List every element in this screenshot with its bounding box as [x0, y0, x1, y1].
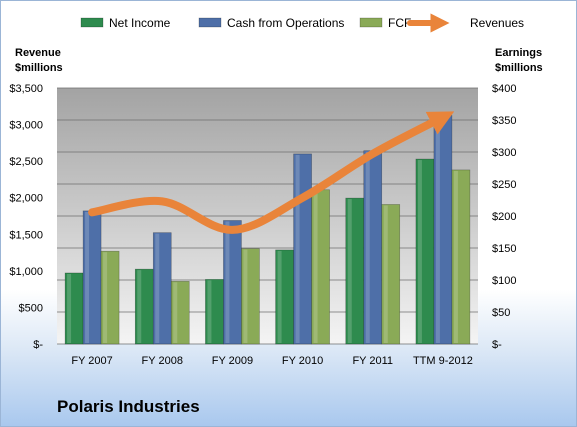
category-label: FY 2008	[142, 355, 183, 367]
left-tick-label: $2,000	[9, 193, 43, 205]
left-axis-ticks: $- $500 $1,000 $1,500 $2,000 $2,500 $3,000 $3,5…	[9, 83, 43, 351]
bar-highlight	[313, 190, 318, 343]
right-tick-label: $200	[492, 211, 516, 223]
right-axis-title: Earnings $millions	[495, 47, 545, 74]
bar-fcf	[100, 250, 120, 345]
legend-label-net-income: Net Income	[109, 16, 171, 30]
bar-highlight	[155, 233, 160, 343]
bar-highlight	[85, 211, 90, 343]
legend-swatch-net-income	[80, 17, 104, 28]
bar-highlight	[383, 205, 388, 343]
right-tick-label: $150	[492, 243, 516, 255]
left-tick-label: $500	[19, 302, 43, 314]
right-axis-ticks: $- $50 $100 $150 $200 $250 $300 $350 $400	[492, 83, 516, 351]
left-axis-title-line-2: $millions	[15, 62, 63, 74]
left-tick-label: $2,500	[9, 156, 43, 168]
legend-swatch-fcf	[359, 17, 383, 28]
bar-fcf	[170, 280, 190, 345]
right-tick-label: $50	[492, 307, 510, 319]
legend-label-cash-from-operations: Cash from Operations	[227, 16, 344, 30]
bar-highlight	[207, 280, 212, 343]
right-tick-label: $250	[492, 179, 516, 191]
right-tick-label: $100	[492, 275, 516, 287]
bar-highlight	[243, 249, 248, 343]
legend-swatch-cash-from-operations	[198, 17, 222, 28]
left-axis-title-line-1: Revenue	[15, 47, 61, 59]
bar-highlight	[295, 154, 300, 343]
bar-highlight	[365, 151, 370, 343]
right-tick-label: $350	[492, 115, 516, 127]
bar-fcf	[381, 204, 401, 345]
bar-highlight	[225, 221, 230, 343]
company-name: Polaris Industries	[57, 397, 200, 416]
bar-highlight	[137, 270, 142, 343]
bar-highlight	[277, 250, 282, 343]
bar-highlight	[103, 252, 108, 343]
category-label: FY 2011	[352, 355, 393, 367]
bar-fcf	[241, 248, 260, 345]
left-axis-title: Revenue $millions	[15, 47, 64, 74]
bar-highlight	[173, 282, 178, 343]
bar-highlight	[435, 116, 440, 344]
bar-series	[64, 115, 471, 345]
right-tick-label: $-	[492, 339, 502, 351]
category-label: FY 2010	[282, 355, 323, 367]
legend: Net Income Cash from Operations FCF Revenue…	[80, 13, 524, 33]
bar-highlight	[347, 199, 352, 343]
bar-highlight	[453, 170, 458, 343]
left-tick-label: $3,000	[9, 120, 43, 132]
bar-highlight	[67, 273, 72, 343]
right-axis-title-line-2: $millions	[495, 62, 543, 74]
right-axis-title-line-1: Earnings	[495, 47, 542, 59]
left-tick-label: $-	[33, 339, 43, 351]
bar-highlight	[417, 160, 422, 343]
category-labels: FY 2007 FY 2008 FY 2009 FY 2010 FY 2011 TTM 9…	[71, 355, 472, 367]
category-label: TTM 9-2012	[413, 355, 473, 367]
right-tick-label: $300	[492, 147, 516, 159]
legend-label-fcf: FCF	[388, 16, 411, 30]
category-label: FY 2007	[71, 355, 112, 367]
left-tick-label: $3,500	[9, 83, 43, 95]
bar-fcf	[451, 169, 471, 345]
revenue-line	[88, 111, 455, 234]
left-tick-label: $1,500	[9, 229, 43, 241]
category-label: FY 2009	[212, 355, 253, 367]
line-revenues	[88, 111, 455, 234]
right-tick-label: $400	[492, 83, 516, 95]
left-tick-label: $1,000	[9, 266, 43, 278]
legend-label-revenues: Revenues	[470, 16, 524, 30]
